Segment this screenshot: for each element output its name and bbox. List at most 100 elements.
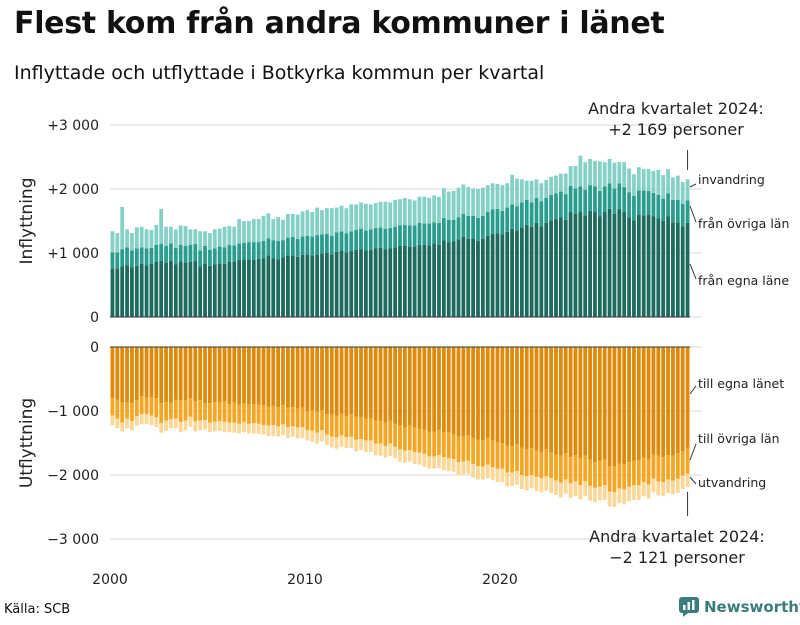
- bar: [398, 347, 402, 426]
- bar: [456, 217, 461, 240]
- bar: [208, 347, 212, 404]
- bar: [680, 475, 685, 490]
- bar: [149, 247, 154, 264]
- bar: [281, 405, 285, 425]
- bar: [173, 418, 178, 429]
- bar: [261, 215, 266, 241]
- bar: [539, 478, 544, 493]
- bar: [524, 476, 529, 491]
- bar: [427, 456, 432, 469]
- bar: [305, 411, 310, 431]
- bar: [344, 233, 349, 253]
- bar: [515, 178, 519, 207]
- bar: [256, 404, 261, 424]
- bar: [641, 482, 646, 497]
- bar: [329, 414, 334, 437]
- bar: [281, 257, 285, 317]
- bar: [500, 185, 505, 211]
- bar: [539, 201, 544, 227]
- bar: [680, 451, 685, 476]
- bar: [627, 462, 631, 487]
- bar: [130, 267, 134, 317]
- bar: [510, 174, 514, 205]
- bar: [593, 160, 597, 187]
- bar: [617, 183, 622, 209]
- annotation-bottom-line2: −2 121 personer: [609, 548, 745, 567]
- bar: [110, 231, 115, 253]
- bar: [578, 458, 583, 486]
- bar: [451, 459, 456, 472]
- bar: [315, 207, 320, 236]
- bar: [593, 186, 597, 213]
- bar: [563, 194, 568, 220]
- bar: [315, 254, 320, 317]
- bar: [115, 418, 120, 429]
- bar: [193, 347, 198, 402]
- bar: [685, 347, 690, 449]
- series-leader-line: [689, 385, 697, 395]
- series-leader-line: [689, 263, 697, 280]
- bar: [451, 347, 456, 435]
- bar: [305, 210, 310, 236]
- bar: [534, 476, 539, 491]
- brand-logo[interactable]: Newsworthy: [679, 597, 800, 617]
- bar: [602, 212, 607, 317]
- bar: [198, 420, 203, 431]
- bar: [217, 347, 222, 403]
- bar: [636, 460, 641, 486]
- bar: [417, 196, 422, 223]
- bar: [125, 265, 129, 317]
- bar: [344, 416, 349, 438]
- bar: [266, 213, 271, 239]
- bar: [427, 431, 432, 457]
- bar: [310, 255, 315, 317]
- bar: [169, 226, 173, 244]
- bar: [173, 399, 178, 419]
- bar: [276, 347, 281, 408]
- bar: [554, 347, 558, 455]
- bar: [295, 214, 300, 239]
- bar: [554, 454, 558, 481]
- bar: [130, 421, 134, 431]
- bar: [344, 252, 349, 317]
- bar: [612, 466, 617, 493]
- bar: [675, 199, 680, 223]
- bar: [339, 347, 344, 414]
- bar: [315, 432, 320, 444]
- bar: [446, 242, 451, 317]
- chart-title: Flest kom från andra kommuner i länet: [14, 6, 665, 41]
- bar: [568, 347, 573, 458]
- bar: [110, 398, 115, 416]
- bar: [300, 236, 305, 255]
- bar: [558, 455, 563, 483]
- bar: [495, 468, 500, 483]
- bar: [324, 233, 329, 253]
- bar: [134, 416, 139, 426]
- bar: [144, 414, 149, 424]
- bar: [519, 202, 524, 228]
- bar: [534, 222, 539, 317]
- bar: [471, 464, 476, 478]
- bar: [402, 347, 407, 427]
- bar: [534, 197, 539, 223]
- bar: [422, 453, 427, 467]
- bar: [139, 347, 144, 397]
- bar: [281, 424, 285, 436]
- bar: [188, 244, 193, 262]
- bar: [173, 347, 178, 400]
- bar: [144, 229, 149, 249]
- bar: [622, 162, 627, 188]
- bar: [441, 188, 446, 218]
- bar: [334, 207, 339, 233]
- bar: [368, 347, 373, 419]
- bar: [685, 222, 690, 317]
- bar: [490, 183, 495, 210]
- bar: [446, 432, 451, 459]
- bar: [242, 259, 246, 317]
- bar: [471, 188, 476, 216]
- bar: [500, 468, 505, 483]
- bar: [363, 347, 368, 419]
- bar: [446, 219, 451, 243]
- bar: [222, 263, 227, 317]
- bar: [125, 247, 129, 266]
